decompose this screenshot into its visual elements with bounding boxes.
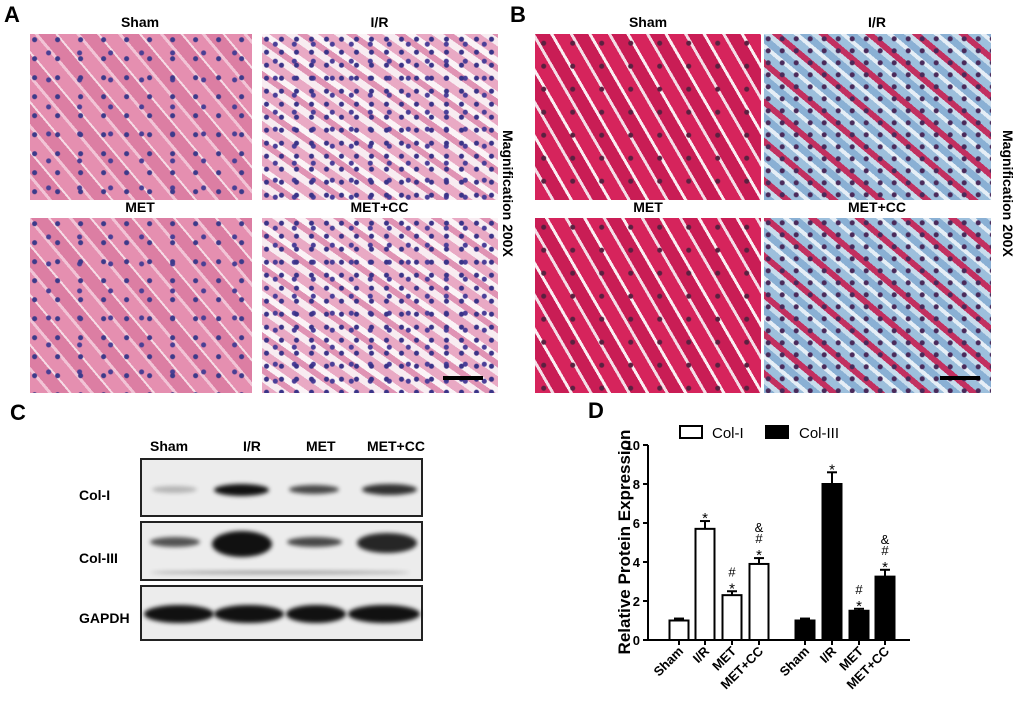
panel-a-title-ir: I/R <box>370 14 389 30</box>
scale-bar <box>443 376 483 380</box>
significance-mark: * <box>702 510 708 527</box>
he-image-met <box>30 218 252 393</box>
panel-a-title-metcc: MET+CC <box>350 199 409 215</box>
y-tick-label: 8 <box>633 477 640 492</box>
bar-col-iii-met+cc <box>874 575 896 641</box>
legend-label-col3: Col-III <box>799 425 839 442</box>
y-tick-label: 4 <box>633 555 641 570</box>
legend-swatch-col3 <box>765 425 789 439</box>
panel-b-title-met: MET <box>633 199 663 215</box>
magnification-label-a: Magnification 200X <box>500 130 516 257</box>
x-tick-label: Sham <box>776 644 812 680</box>
masson-image-metcc <box>764 218 991 393</box>
row-label-col3: Col-III <box>79 550 118 566</box>
bar-col-i-i/r <box>694 527 716 642</box>
significance-mark: * <box>856 598 862 615</box>
lane-label-metcc: MET+CC <box>367 438 425 454</box>
panel-a-title-met: MET <box>125 199 155 215</box>
significance-mark: * <box>882 559 888 576</box>
significance-mark: * <box>756 547 762 564</box>
blot-gapdh <box>140 585 423 641</box>
panel-d-label: D <box>588 398 604 423</box>
panel-c-label: C <box>10 400 26 425</box>
y-axis-label: Relative Protein Expression <box>615 430 634 655</box>
significance-mark: # <box>755 531 763 546</box>
magnification-label-b: Magnification 200X <box>1000 130 1016 257</box>
lane-label-met: MET <box>306 438 336 454</box>
significance-mark: # <box>855 582 863 597</box>
bar-col-iii-met <box>848 609 870 641</box>
bar-col-iii-sham <box>794 619 816 641</box>
bar-col-i-sham <box>668 619 690 641</box>
blot-col1 <box>140 458 423 517</box>
panel-b-title-sham: Sham <box>628 14 668 30</box>
legend-swatch-col1 <box>679 425 703 439</box>
significance-mark: # <box>728 564 736 579</box>
row-label-gapdh: GAPDH <box>79 610 130 626</box>
lane-label-sham: Sham <box>150 438 189 454</box>
lane-label-ir: I/R <box>243 438 261 454</box>
significance-mark: & <box>755 520 764 535</box>
masson-image-met <box>535 218 761 393</box>
blot-col3 <box>140 521 423 581</box>
significance-mark: * <box>829 461 835 478</box>
x-tick-label: Sham <box>650 644 686 680</box>
he-image-metcc <box>262 218 498 393</box>
y-tick-label: 10 <box>626 438 640 453</box>
bar-col-i-met <box>721 594 743 641</box>
panel-a-label: A <box>4 2 20 27</box>
he-image-ir <box>262 34 498 200</box>
masson-image-ir <box>764 34 991 200</box>
panel-b-label: B <box>510 2 526 27</box>
scale-bar <box>940 376 980 380</box>
y-tick-label: 2 <box>633 594 640 609</box>
panel-b-title-metcc: MET+CC <box>848 199 906 215</box>
y-tick-label: 6 <box>633 516 640 531</box>
masson-image-sham <box>535 34 761 200</box>
bar-col-i-met+cc <box>748 562 770 641</box>
panel-b-title-ir: I/R <box>868 14 886 30</box>
significance-mark: & <box>881 532 890 547</box>
significance-mark: # <box>881 543 889 558</box>
y-tick-label: 0 <box>633 633 640 648</box>
panel-a-title-sham: Sham <box>120 14 160 30</box>
significance-mark: * <box>729 580 735 597</box>
bar-col-iii-i/r <box>821 483 843 641</box>
he-image-sham <box>30 34 252 200</box>
legend-label-col1: Col-I <box>712 425 744 442</box>
row-label-col1: Col-I <box>79 487 111 503</box>
